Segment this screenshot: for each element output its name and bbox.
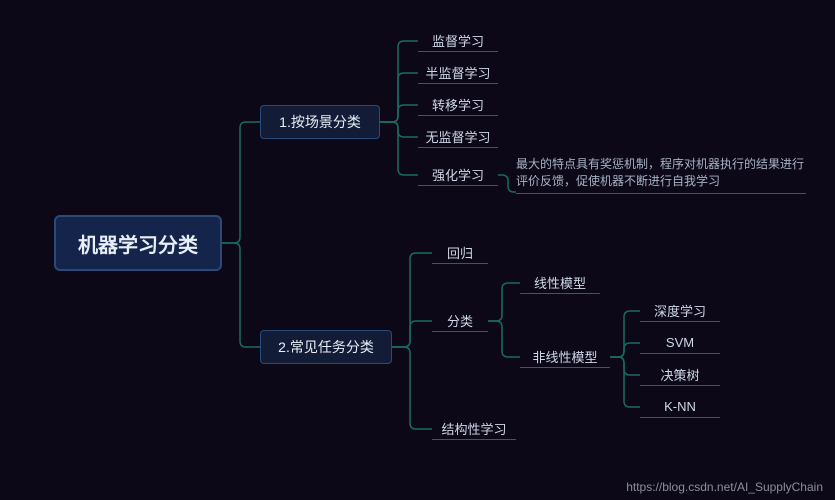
leaf-node: 监督学习 [418,30,498,52]
leaf-node: 转移学习 [418,94,498,116]
leaf-node: 半监督学习 [418,62,498,84]
leaf-node: 线性模型 [520,272,600,294]
note: 最大的特点具有奖惩机制，程序对机器执行的结果进行评价反馈，促使机器不断进行自我学… [516,156,806,194]
leaf-node: 决策树 [640,364,720,386]
root-node: 机器学习分类 [54,215,222,271]
branch-2: 2.常见任务分类 [260,330,392,364]
leaf-node: K-NN [640,396,720,418]
leaf-node: 回归 [432,242,488,264]
leaf-node: 分类 [432,310,488,332]
leaf-node: SVM [640,332,720,354]
leaf-node: 无监督学习 [418,126,498,148]
watermark: https://blog.csdn.net/AI_SupplyChain [626,480,823,494]
leaf-node: 非线性模型 [520,346,610,368]
leaf-node: 强化学习 [418,164,498,186]
leaf-node: 深度学习 [640,300,720,322]
leaf-node: 结构性学习 [432,418,516,440]
branch-1: 1.按场景分类 [260,105,380,139]
